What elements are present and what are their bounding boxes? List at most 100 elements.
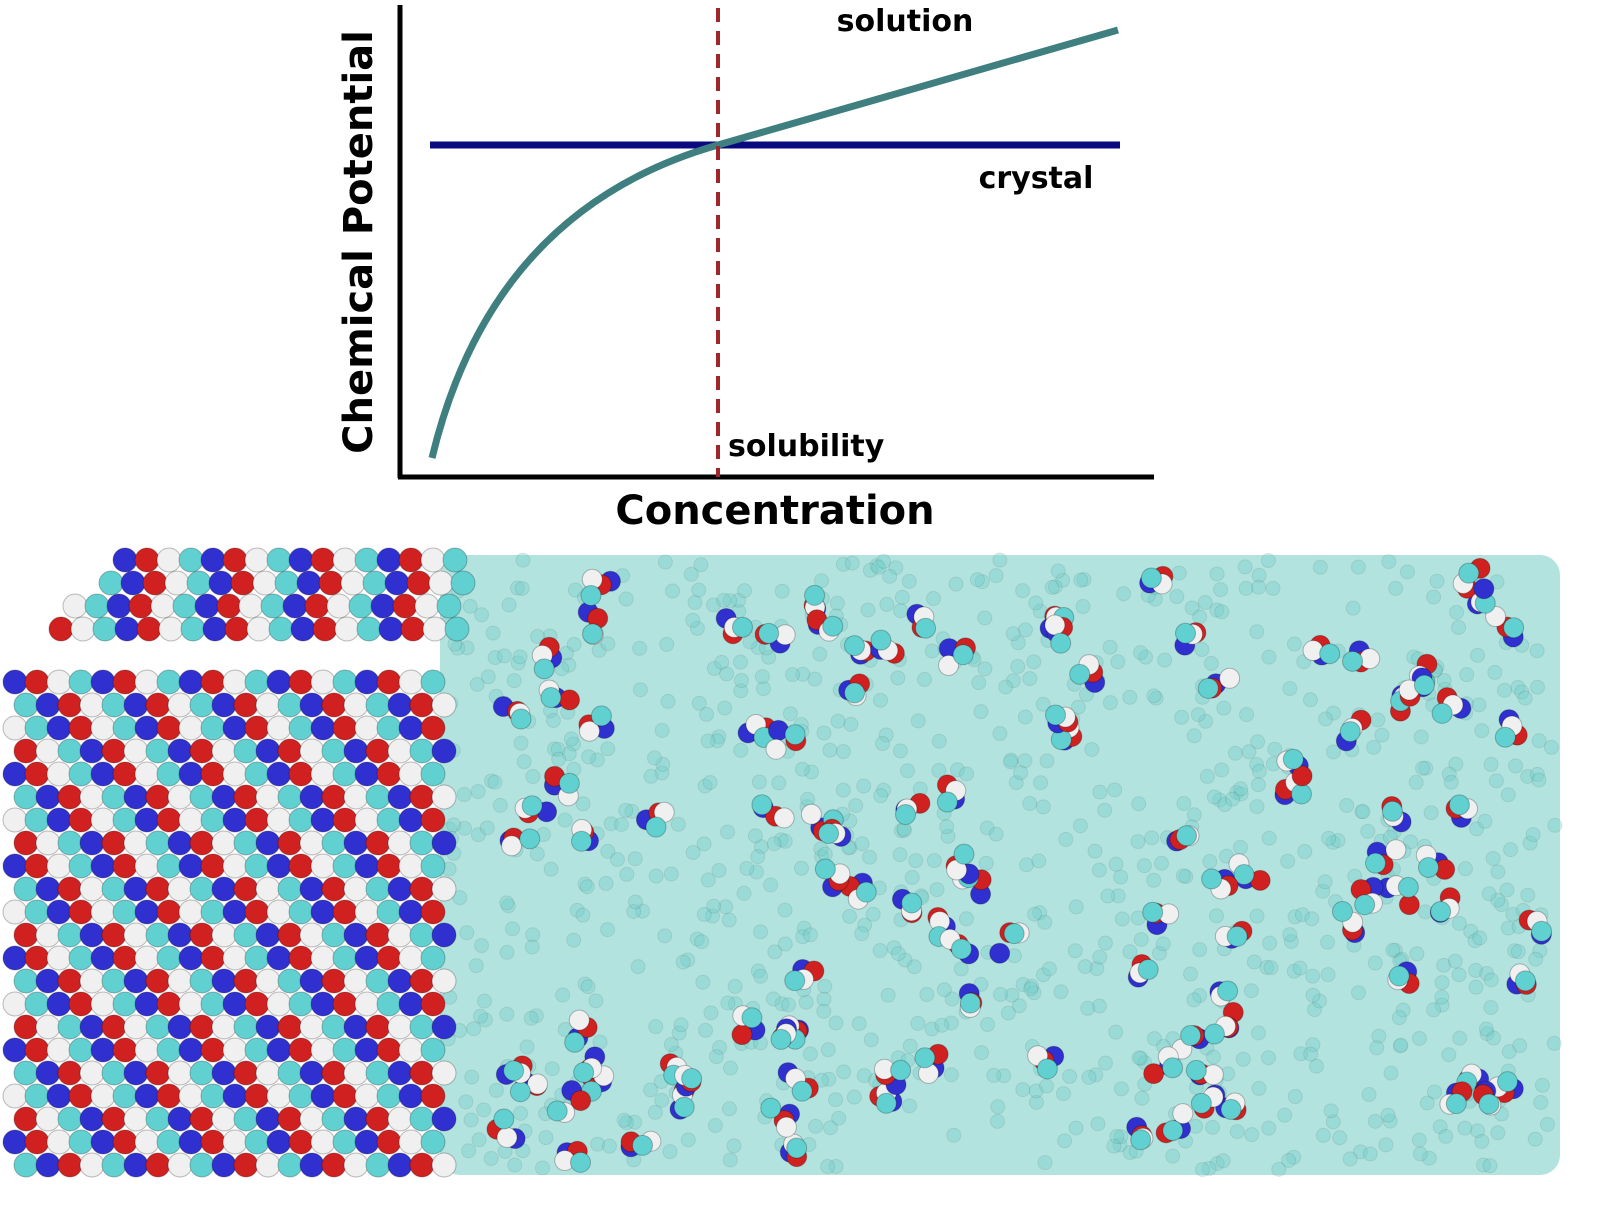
solvent-atom [1194,642,1210,658]
crystal-atom [24,1129,50,1155]
crystal-atom [356,616,382,642]
crystal-atom [123,1014,149,1040]
solvent-atom [1474,1133,1490,1149]
crystal-atom [365,1152,391,1178]
solvent-atom [1136,858,1152,874]
solvent-atom [1330,833,1346,849]
solvent-atom [1306,1002,1322,1018]
solute-atom [1473,578,1495,600]
solvent-atom [1176,796,1192,812]
crystal-atom [233,830,259,856]
solvent-atom [1050,563,1066,579]
solvent-atom [1216,700,1232,716]
crystal-atom [35,1060,61,1086]
crystal-atom [387,1060,413,1086]
crystal-atom [2,899,28,925]
solvent-atom [857,917,873,933]
crystal-atom [156,547,182,573]
crystal-atom [79,738,105,764]
crystal-atom [46,853,72,879]
crystal-atom [35,1152,61,1178]
solvent-atom [1451,915,1467,931]
solvent-atom [1470,1123,1486,1139]
solvent-atom [722,593,738,609]
solute-atom [1430,901,1452,923]
solvent-atom [766,836,782,852]
solvent-atom [878,727,894,743]
crystal-atom [431,1106,457,1132]
crystal-atom [365,1060,391,1086]
solvent-atom [807,671,823,687]
crystal-atom [79,922,105,948]
crystal-atom [304,593,330,619]
crystal-atom [2,1083,28,1109]
solvent-atom [1087,843,1103,859]
solvent-atom [1522,835,1538,851]
solvent-atom [524,939,540,955]
crystal-atom [255,738,281,764]
solvent-atom [1251,579,1267,595]
solvent-atom [1362,1146,1378,1162]
solvent-atom [1238,580,1254,596]
crystal-atom [332,547,358,573]
solvent-atom [671,1025,687,1041]
solvent-atom [802,1046,818,1062]
solvent-atom [1027,906,1043,922]
solvent-atom [1174,709,1190,725]
crystal-atom [123,784,149,810]
solvent-atom [476,1102,492,1118]
solvent-atom [1510,944,1526,960]
crystal-atom [79,784,105,810]
crystal-atom [310,807,336,833]
crystal-atom [200,807,226,833]
solvent-atom [609,852,625,868]
solvent-atom [483,773,499,789]
solvent-atom [1477,813,1493,829]
crystal-atom [365,830,391,856]
solvent-atom [1355,804,1371,820]
solvent-atom [835,744,851,760]
crystal-atom [101,692,127,718]
solvent-atom [654,765,670,781]
solvent-atom [726,1138,742,1154]
solvent-atom [510,655,526,671]
crystal-atom [431,922,457,948]
solvent-atom [694,934,710,950]
crystal-atom [178,945,204,971]
solvent-atom [854,926,870,942]
solvent-atom [543,861,559,877]
solvent-atom [1418,760,1434,776]
solubility-label: solubility [728,429,885,464]
solvent-atom [863,1032,879,1048]
solvent-atom [1345,600,1361,616]
solvent-atom [750,849,766,865]
solvent-atom [890,670,906,686]
solvent-atom [1035,799,1051,815]
solvent-atom [551,751,567,767]
crystal-atom [98,570,124,596]
crystal-atom [288,669,314,695]
crystal-atom [277,784,303,810]
solvent-atom [1385,942,1401,958]
crystal-atom [200,899,226,925]
crystal-atom [354,669,380,695]
solvent-atom [795,666,811,682]
solvent-atom [998,679,1014,695]
crystal-atom [266,761,292,787]
crystal-atom [222,761,248,787]
solvent-atom [1472,930,1488,946]
solvent-atom [1165,1148,1181,1164]
solvent-atom [882,568,898,584]
solvent-atom [916,671,932,687]
solute-atom [1354,894,1376,916]
solvent-atom [774,583,790,599]
crystal-atom [90,991,116,1017]
solvent-atom [496,648,512,664]
solute-atom [1190,1092,1212,1114]
crystal-atom [112,715,138,741]
solvent-atom [1198,713,1214,729]
crystal-atom [90,761,116,787]
solute-atom [953,843,975,865]
solvent-atom [470,827,486,843]
solvent-atom [777,936,793,952]
